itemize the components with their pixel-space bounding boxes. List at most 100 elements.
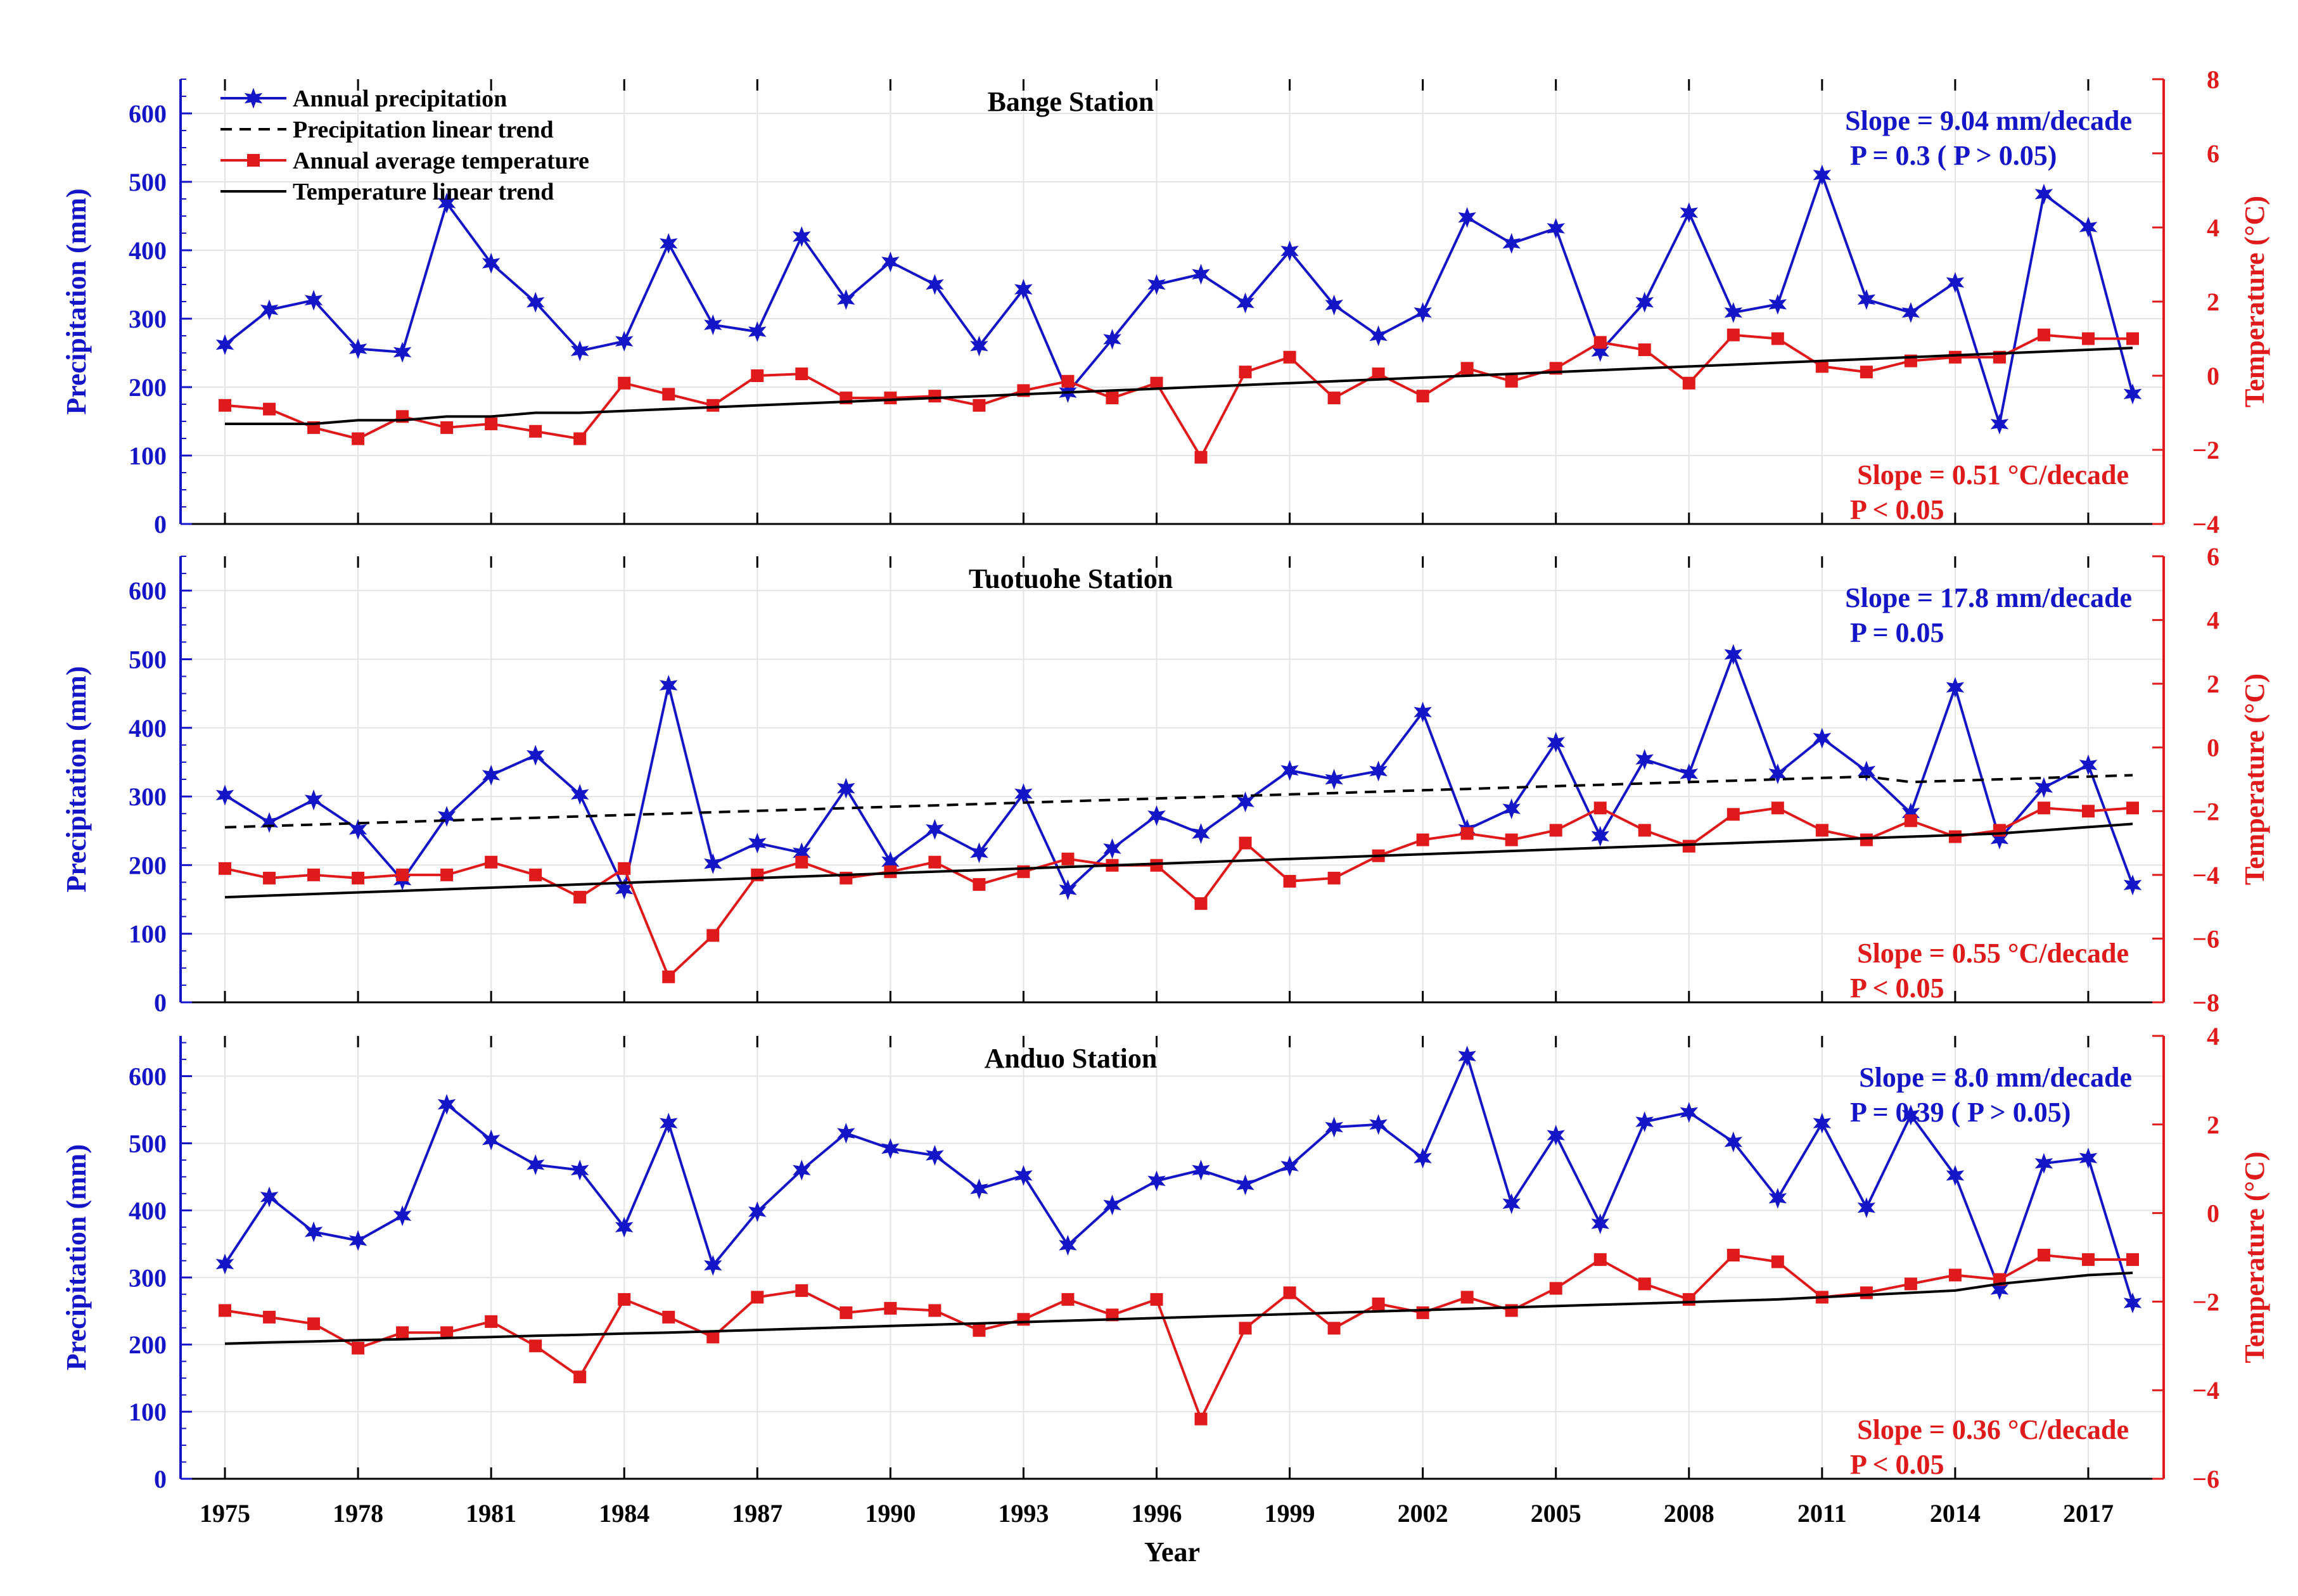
x-tick-label: 1978 [333,1499,383,1528]
temp-point [1150,376,1163,390]
left-tick-label: 600 [129,577,167,605]
temp-slope-label: Slope = 0.55 °C/decade [1857,938,2129,969]
temp-point [706,929,720,942]
legend-precip-marker [244,87,263,109]
temp-point [1948,350,1962,364]
right-tick-label: −6 [2192,1465,2219,1493]
precip-point [304,290,323,311]
precip-point [970,335,988,357]
temp-point [352,432,365,445]
temp-point [751,369,764,382]
precip-point [1768,763,1787,784]
precip-point [1946,272,1965,293]
temp-point [751,1291,764,1304]
right-tick-label: 2 [2207,288,2219,316]
left-tick-label: 400 [129,1196,167,1225]
precip-point [1591,1213,1609,1234]
left-tick-label: 0 [154,1465,167,1493]
precip-point [526,744,545,766]
x-tick-label: 1996 [1131,1499,1182,1528]
precip-point [1901,302,1920,323]
temp-point [219,1304,232,1317]
precip-point [704,853,722,874]
temp-point [1593,1253,1607,1266]
y-axis-label-left: Precipitation (mm) [61,1144,92,1370]
precip-point [526,291,545,313]
left-tick-label: 100 [129,920,167,948]
temp-point [928,855,942,869]
temp-point [1194,1412,1208,1426]
precip-point [1813,1113,1832,1134]
precip-point [1768,293,1787,315]
temp-point [1948,830,1962,843]
precip-point [2034,777,2053,798]
temp-point [529,425,542,438]
precip-point [1103,328,1121,350]
left-tick-label: 100 [129,1398,167,1426]
temp-point [1860,1286,1873,1299]
temp-trend-line [224,822,2133,899]
temp-point [662,1310,675,1324]
precip-point [1635,291,1654,313]
precip-point [482,253,501,274]
temp-point [1239,836,1252,850]
x-tick-label: 2008 [1664,1499,1714,1528]
temp-point [662,388,675,401]
x-tick-label: 2005 [1531,1499,1581,1528]
precip-point [837,777,855,799]
temp-point [263,871,276,884]
x-tick-label: 1987 [732,1499,782,1528]
precip-point [215,1253,234,1275]
legend-label: Annual average temperature [293,148,589,174]
legend-label: Precipitation linear trend [293,117,554,143]
precip-point [1768,1187,1787,1209]
right-tick-label: 0 [2207,734,2219,762]
temp-point [1638,343,1651,357]
left-tick-label: 500 [129,1129,167,1158]
temp-point [573,432,587,445]
precip-point [393,342,412,363]
precip-point [2034,1152,2053,1174]
x-tick-label: 1981 [466,1499,516,1528]
precip-point [1280,760,1299,781]
precip-point [793,226,811,247]
temp-point [529,1339,542,1353]
precip-point [1059,879,1077,900]
temp-point [1327,1322,1341,1335]
precip-point [1014,279,1033,300]
precip-point [793,1159,811,1181]
temp-point [1150,1293,1163,1306]
right-tick-label: −4 [2192,1376,2219,1405]
precip-point [1192,823,1210,845]
precip-point [260,1186,279,1208]
right-tick-label: −4 [2192,861,2219,890]
temp-point [396,1326,409,1339]
temp-point [2126,801,2139,815]
panel-title: Bange Station [988,86,1154,117]
precip-point [1147,274,1166,295]
precip-point [570,784,589,805]
precip-point [1635,1111,1654,1133]
precip-point [926,1145,944,1166]
right-tick-label: 0 [2207,362,2219,390]
x-tick-label: 2011 [1797,1499,1847,1528]
precip-point [1635,749,1654,770]
x-tick-label: 1999 [1265,1499,1315,1528]
left-tick-label: 300 [129,782,167,811]
temp-p-label: P < 0.05 [1850,973,1944,1004]
temp-point [1416,833,1429,846]
temp-point [1327,392,1341,405]
precip-point [1680,202,1699,224]
precip-point [1325,1116,1343,1138]
left-tick-label: 300 [129,1263,167,1292]
precip-point [1813,727,1832,749]
temp-point [1239,1322,1252,1335]
temp-point [1194,897,1208,910]
temp-p-label: P < 0.05 [1850,1449,1944,1480]
precip-point [1147,1170,1166,1192]
precip-point [1458,1045,1476,1067]
left-tick-label: 0 [154,510,167,539]
precip-point [1414,701,1432,723]
precip-point [437,1094,456,1115]
precip-point [1547,217,1565,239]
